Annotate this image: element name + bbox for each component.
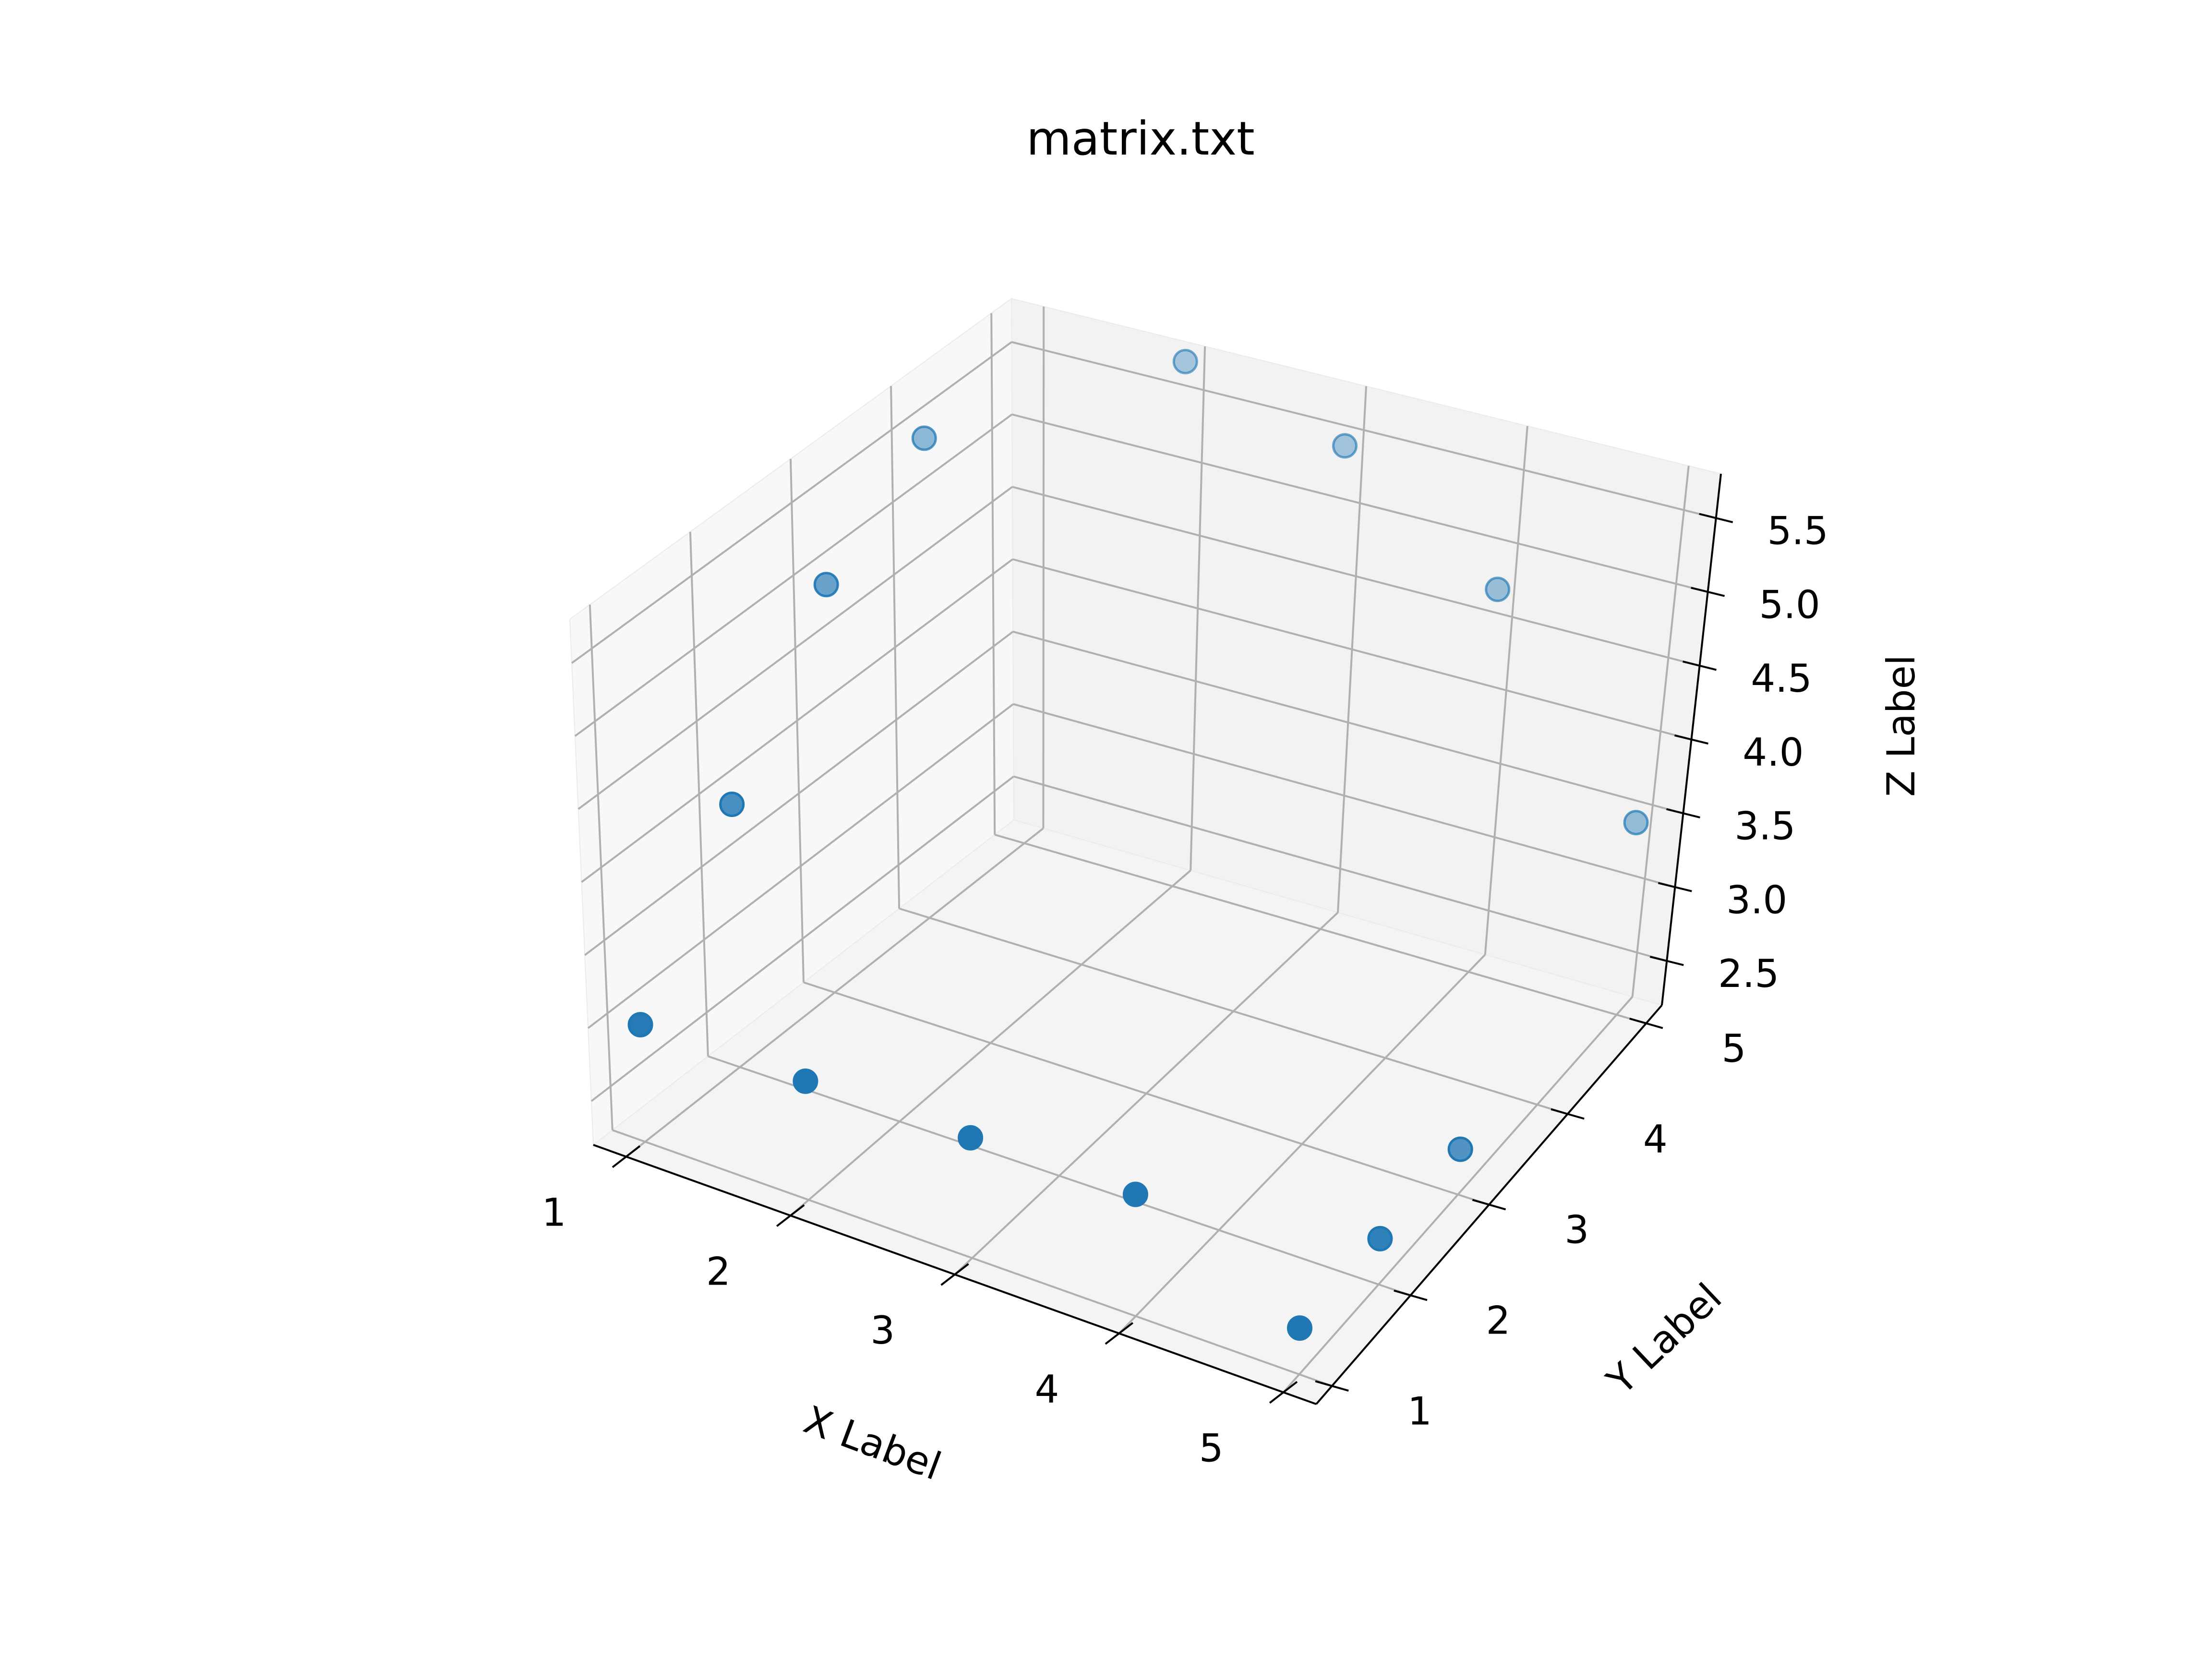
y-tick-label: 1 <box>1407 1389 1432 1434</box>
z-tick-label: 5.0 <box>1759 582 1820 627</box>
grid-line-z-left <box>584 631 1014 956</box>
y-tick <box>1394 1289 1428 1301</box>
scatter-point <box>1332 433 1358 459</box>
grid-line-z-back <box>1013 703 1675 888</box>
z-tick <box>1691 587 1725 597</box>
z-tick-label: 4.0 <box>1743 730 1803 775</box>
x-tick <box>776 1204 805 1227</box>
grid-lines <box>571 306 1717 1393</box>
grid-line-z-left <box>577 486 1013 810</box>
grid-line-y-floor <box>708 1055 1411 1297</box>
scatter-point <box>627 1012 653 1038</box>
x-tick-label: 2 <box>706 1250 731 1294</box>
y-tick-label: 3 <box>1564 1208 1589 1252</box>
x-tick <box>940 1263 969 1286</box>
grid-line-z-left <box>590 775 1014 1102</box>
grid-line-z-left <box>581 558 1013 883</box>
x-tick <box>612 1145 641 1168</box>
y-tick-label: 5 <box>1722 1026 1746 1071</box>
z-tick-label: 4.5 <box>1751 656 1812 701</box>
z-tick <box>1666 808 1700 818</box>
grid-line-z-back <box>1012 486 1700 667</box>
z-tick <box>1674 734 1708 745</box>
z-tick <box>1699 513 1733 523</box>
scatter-point <box>719 792 745 817</box>
z-tick-label: 3.0 <box>1726 878 1787 922</box>
y-tick <box>1472 1199 1506 1211</box>
axis-ticks: 1 2 3 4 5 1 2 3 4 5 2.5 3.0 3.5 4.0 4.5 5.0 5.5 <box>542 509 1828 1471</box>
grid-line-z-back <box>1012 558 1692 741</box>
grid-line-y-floor <box>899 907 1568 1115</box>
scatter-point <box>911 425 937 451</box>
x-tick-label: 1 <box>542 1190 566 1235</box>
y-tick <box>1315 1380 1349 1392</box>
scatter-points <box>627 349 1649 1341</box>
z-tick <box>1683 661 1717 671</box>
scatter-point <box>813 572 839 598</box>
grid-line-y-floor <box>994 833 1647 1024</box>
x-tick-label: 4 <box>1034 1367 1059 1412</box>
scatter-point <box>1367 1226 1393 1251</box>
z-tick <box>1658 882 1692 892</box>
z-tick-label: 3.5 <box>1734 804 1795 849</box>
scatter-point <box>958 1125 984 1151</box>
scatter-point <box>1447 1136 1473 1162</box>
z-axis-label: Z Label <box>1879 655 1923 797</box>
x-tick <box>1269 1381 1298 1404</box>
y-tick <box>1551 1108 1585 1120</box>
grid-line-z-left <box>571 341 1012 664</box>
y-tick <box>1629 1017 1663 1029</box>
grid-line-z-back <box>1012 630 1683 815</box>
z-tick-label: 2.5 <box>1718 951 1779 996</box>
scatter-point <box>1287 1315 1312 1341</box>
x-tick-label: 3 <box>870 1308 895 1353</box>
grid-line-y-floor <box>803 981 1490 1206</box>
chart-title: matrix.txt <box>1026 112 1255 166</box>
grid-line-y-floor <box>612 1129 1333 1387</box>
z-tick <box>1649 956 1684 966</box>
grid-line-z-back <box>1011 413 1708 593</box>
scatter-point <box>1485 577 1511 602</box>
grid-line-z-left <box>587 703 1014 1029</box>
scatter-point <box>1623 810 1649 836</box>
scatter-point <box>1122 1181 1148 1207</box>
grid-line-z-back <box>1013 775 1667 962</box>
grid-line-z-back <box>1011 341 1717 519</box>
x-tick-label: 5 <box>1199 1426 1224 1471</box>
scatter-point <box>1172 349 1198 374</box>
x-tick <box>1105 1322 1134 1345</box>
y-tick-label: 2 <box>1486 1298 1511 1343</box>
z-tick-label: 5.5 <box>1767 509 1828 553</box>
y-tick-label: 4 <box>1643 1117 1668 1162</box>
grid-line-z-left <box>574 413 1013 737</box>
scatter-point <box>793 1068 818 1094</box>
